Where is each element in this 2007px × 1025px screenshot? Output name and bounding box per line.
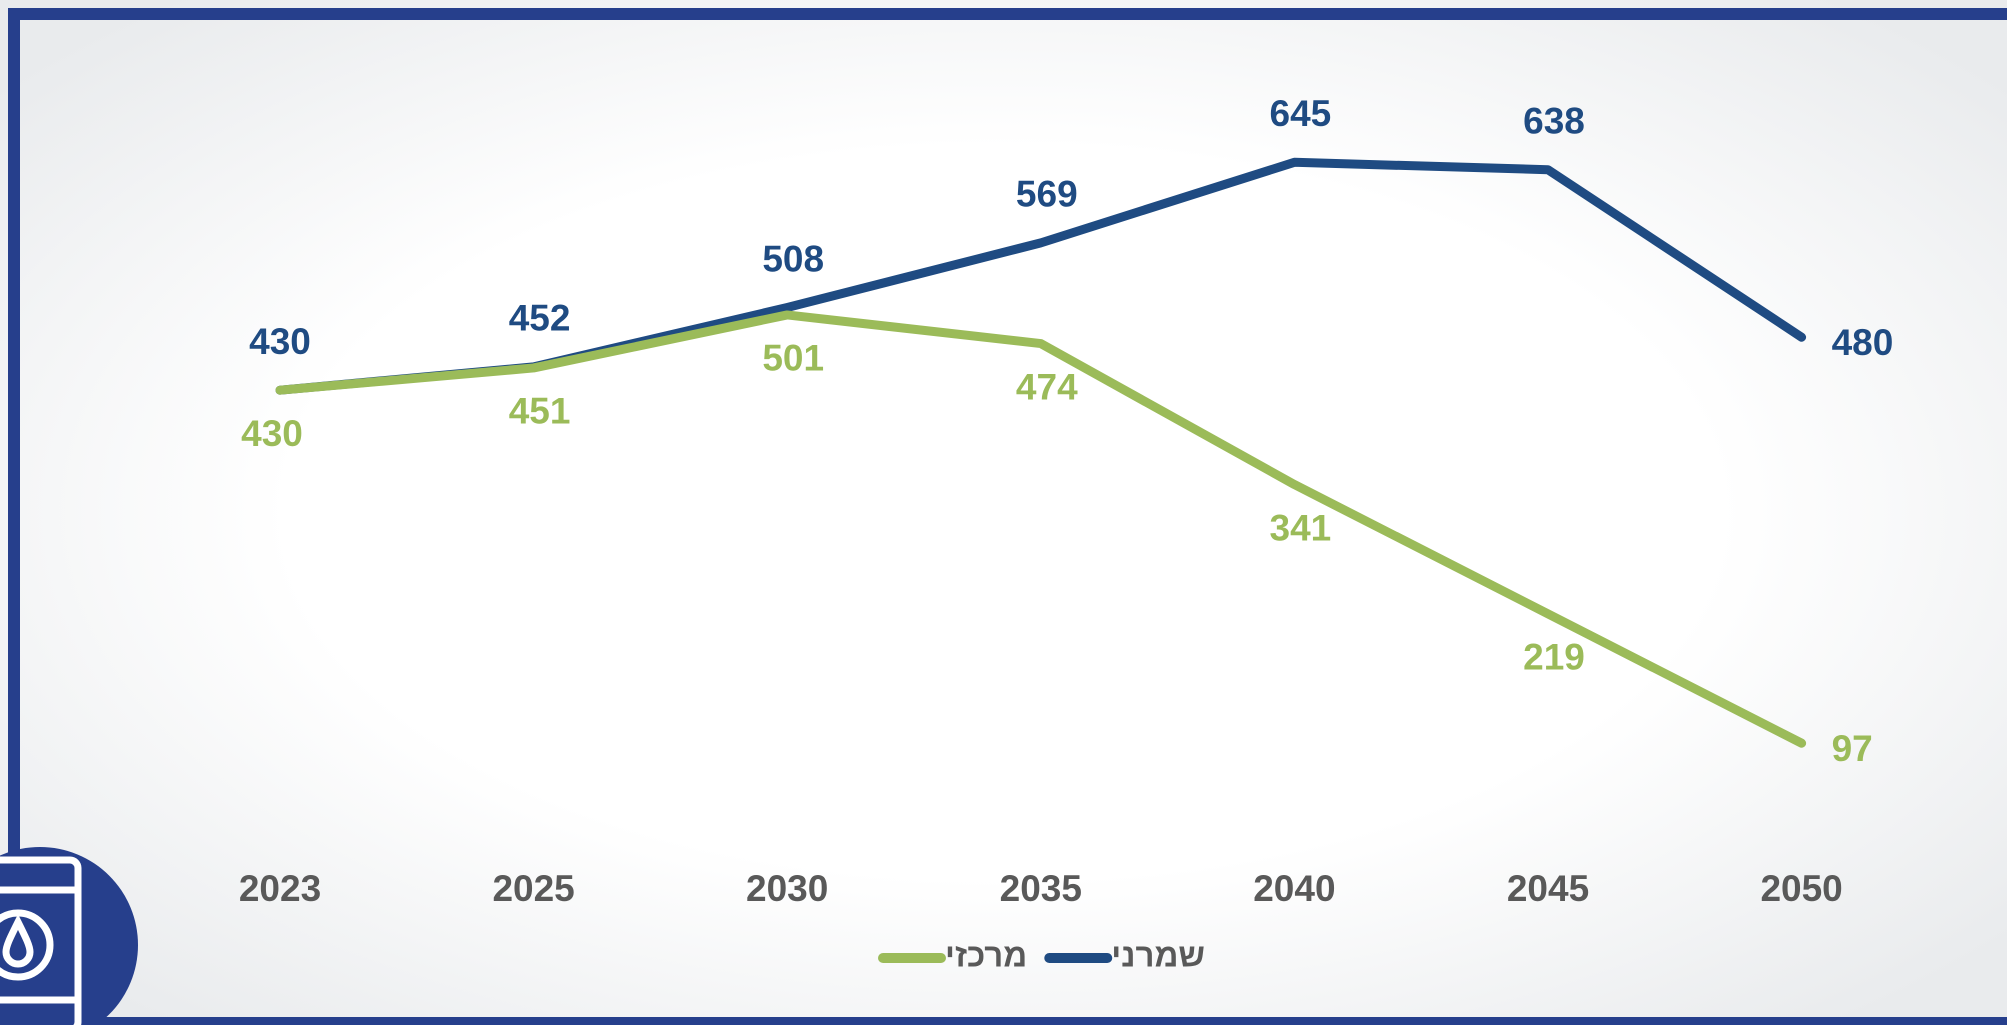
x-tick-label: 2035: [1000, 868, 1082, 909]
x-tick-label: 2050: [1760, 868, 1842, 909]
data-label: 451: [509, 391, 571, 432]
data-label: 645: [1270, 93, 1332, 134]
legend-label: מרכזי: [945, 937, 1027, 974]
data-label: 219: [1523, 637, 1585, 678]
data-label: 508: [762, 238, 824, 279]
data-label: 569: [1016, 174, 1078, 215]
data-label: 430: [249, 321, 311, 362]
x-tick-label: 2040: [1253, 868, 1335, 909]
x-tick-label: 2030: [746, 868, 828, 909]
data-label: 480: [1832, 322, 1894, 363]
frame: [8, 8, 2007, 1025]
data-label: 341: [1270, 507, 1332, 548]
barrel-icon: [0, 847, 138, 1025]
series-line: [275, 310, 1807, 748]
data-label: 474: [1016, 366, 1078, 407]
x-tick-label: 2045: [1507, 868, 1589, 909]
data-label: 501: [762, 338, 824, 379]
legend-label: שמרני: [1111, 937, 1205, 974]
data-label: 452: [509, 298, 571, 339]
data-label: 97: [1832, 728, 1873, 769]
data-label: 430: [241, 413, 303, 454]
x-tick-label: 2025: [492, 868, 574, 909]
x-tick-label: 2023: [239, 868, 321, 909]
data-label: 638: [1523, 101, 1585, 142]
